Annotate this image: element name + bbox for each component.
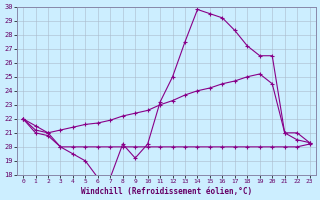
X-axis label: Windchill (Refroidissement éolien,°C): Windchill (Refroidissement éolien,°C) bbox=[81, 187, 252, 196]
